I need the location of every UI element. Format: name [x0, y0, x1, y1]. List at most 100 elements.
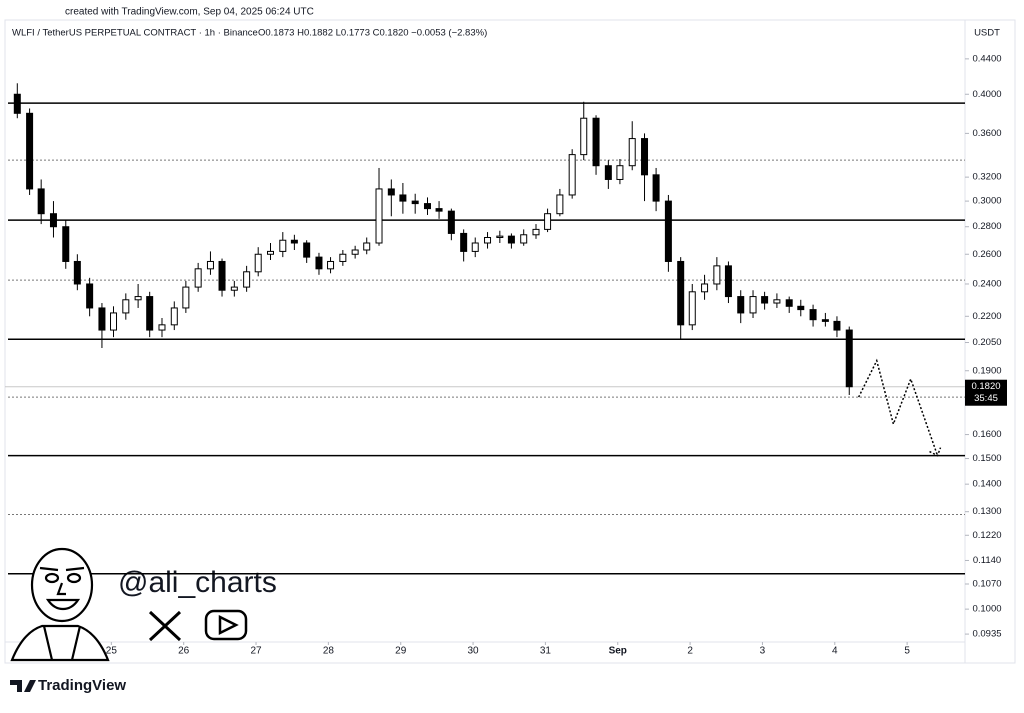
candle-body: [471, 242, 479, 252]
y-tick-label: 0.2200: [972, 311, 1001, 322]
youtube-icon: [204, 609, 248, 641]
candle-body: [809, 309, 817, 321]
candle-body: [749, 296, 757, 314]
candle-body: [411, 200, 419, 205]
candle-body: [339, 253, 347, 262]
y-tick-label: 0.4400: [972, 53, 1001, 64]
candle-body: [701, 283, 709, 293]
y-tick-label: 0.1220: [972, 530, 1001, 541]
x-tick-label: 26: [178, 646, 190, 657]
candle-body: [423, 203, 431, 210]
y-tick-label: 0.1140: [973, 555, 1001, 566]
candle-body: [267, 250, 275, 255]
candle-body: [761, 296, 769, 304]
candle-body: [73, 260, 81, 285]
candle-body: [435, 208, 443, 212]
candle-body: [592, 117, 600, 167]
symbol-title: WLFI / TetherUS PERPETUAL CONTRACT · 1h …: [12, 28, 258, 39]
candle-body: [315, 256, 323, 270]
brand: TradingView: [38, 677, 126, 694]
plot: 0.4400 0.4000 0.3600 0.3200 0.3000 0.2800 0.26…: [5, 53, 1007, 657]
candle-body: [677, 260, 685, 326]
candle-body: [363, 242, 371, 251]
candle-body: [230, 286, 238, 291]
brand-logo: [10, 680, 36, 692]
candle-body: [254, 253, 262, 273]
y-tick-label: 0.4000: [972, 89, 1001, 100]
candle-body: [616, 165, 624, 180]
candle-body: [641, 138, 649, 176]
candle-body: [290, 239, 298, 244]
candle-body: [26, 112, 34, 190]
candle-body: [507, 235, 515, 244]
x-tick-label: 5: [904, 646, 910, 657]
candle-body: [387, 188, 395, 196]
x-tick-label: 29: [395, 646, 407, 657]
candle-body: [520, 234, 528, 244]
candle-body: [13, 93, 21, 114]
candle-body: [568, 154, 576, 196]
author-handle: @ali_charts: [118, 566, 277, 599]
y-tick-label: 0.1000: [972, 604, 1001, 615]
candle-body: [785, 299, 793, 307]
candle-body: [110, 312, 118, 331]
candle-body: [460, 232, 468, 252]
y-tick-label: 0.1500: [972, 453, 1001, 464]
y-tick-label: 0.3000: [972, 196, 1001, 207]
frame: [4, 19, 1016, 664]
y-tick-label: 0.3200: [972, 172, 1001, 183]
candle-body: [628, 138, 636, 167]
price-label-box: [965, 379, 1007, 406]
currency: USDT: [974, 28, 1000, 39]
candle-body: [98, 307, 106, 331]
candle-body: [375, 188, 383, 244]
candle-body: [134, 296, 142, 301]
candle-body: [351, 249, 359, 255]
x-tick-label: 27: [250, 646, 262, 657]
candle-body: [604, 165, 612, 180]
candle-body: [797, 305, 805, 311]
candle-body: [664, 200, 672, 262]
candle-body: [724, 265, 732, 298]
y-tick-label: 0.1300: [972, 506, 1001, 517]
projection-arrow: [929, 447, 942, 457]
candle-body: [194, 268, 202, 288]
y-tick-label: 0.2400: [972, 278, 1001, 289]
candle-body: [158, 324, 166, 331]
avatar: [10, 547, 110, 662]
candle-body: [652, 174, 660, 202]
candle-body: [556, 194, 564, 215]
candle-body: [821, 319, 829, 322]
candle-body: [773, 299, 781, 304]
x-tick-label: 31: [540, 646, 552, 657]
projection-path: [857, 358, 939, 456]
candle-body: [170, 307, 178, 326]
candle-body: [243, 271, 251, 288]
x-tick-label: 4: [832, 646, 838, 657]
y-tick-label: 0.3600: [972, 128, 1001, 139]
candle-body: [206, 260, 214, 270]
candle-body: [122, 299, 130, 314]
x-tick-label: 28: [323, 646, 335, 657]
candle-body: [447, 210, 455, 234]
candle-body: [86, 283, 94, 309]
candle-body: [737, 296, 745, 314]
candle-body: [49, 213, 57, 228]
candle-body: [484, 236, 492, 244]
candle-body: [182, 286, 190, 309]
x-tick-label: 2: [687, 646, 693, 657]
candle-body: [303, 242, 311, 258]
candle-body: [327, 260, 335, 270]
candle-body: [62, 226, 70, 262]
x-tick-label: 30: [468, 646, 480, 657]
y-tick-label: 0.1600: [972, 429, 1001, 440]
countdown: 35:45: [974, 393, 998, 404]
y-tick-label: 0.1070: [972, 579, 1001, 590]
candle-body: [496, 235, 504, 238]
y-tick-label: 0.1900: [972, 365, 1001, 376]
x-tick-label: 3: [760, 646, 766, 657]
x-tick-label: 25: [106, 646, 118, 657]
